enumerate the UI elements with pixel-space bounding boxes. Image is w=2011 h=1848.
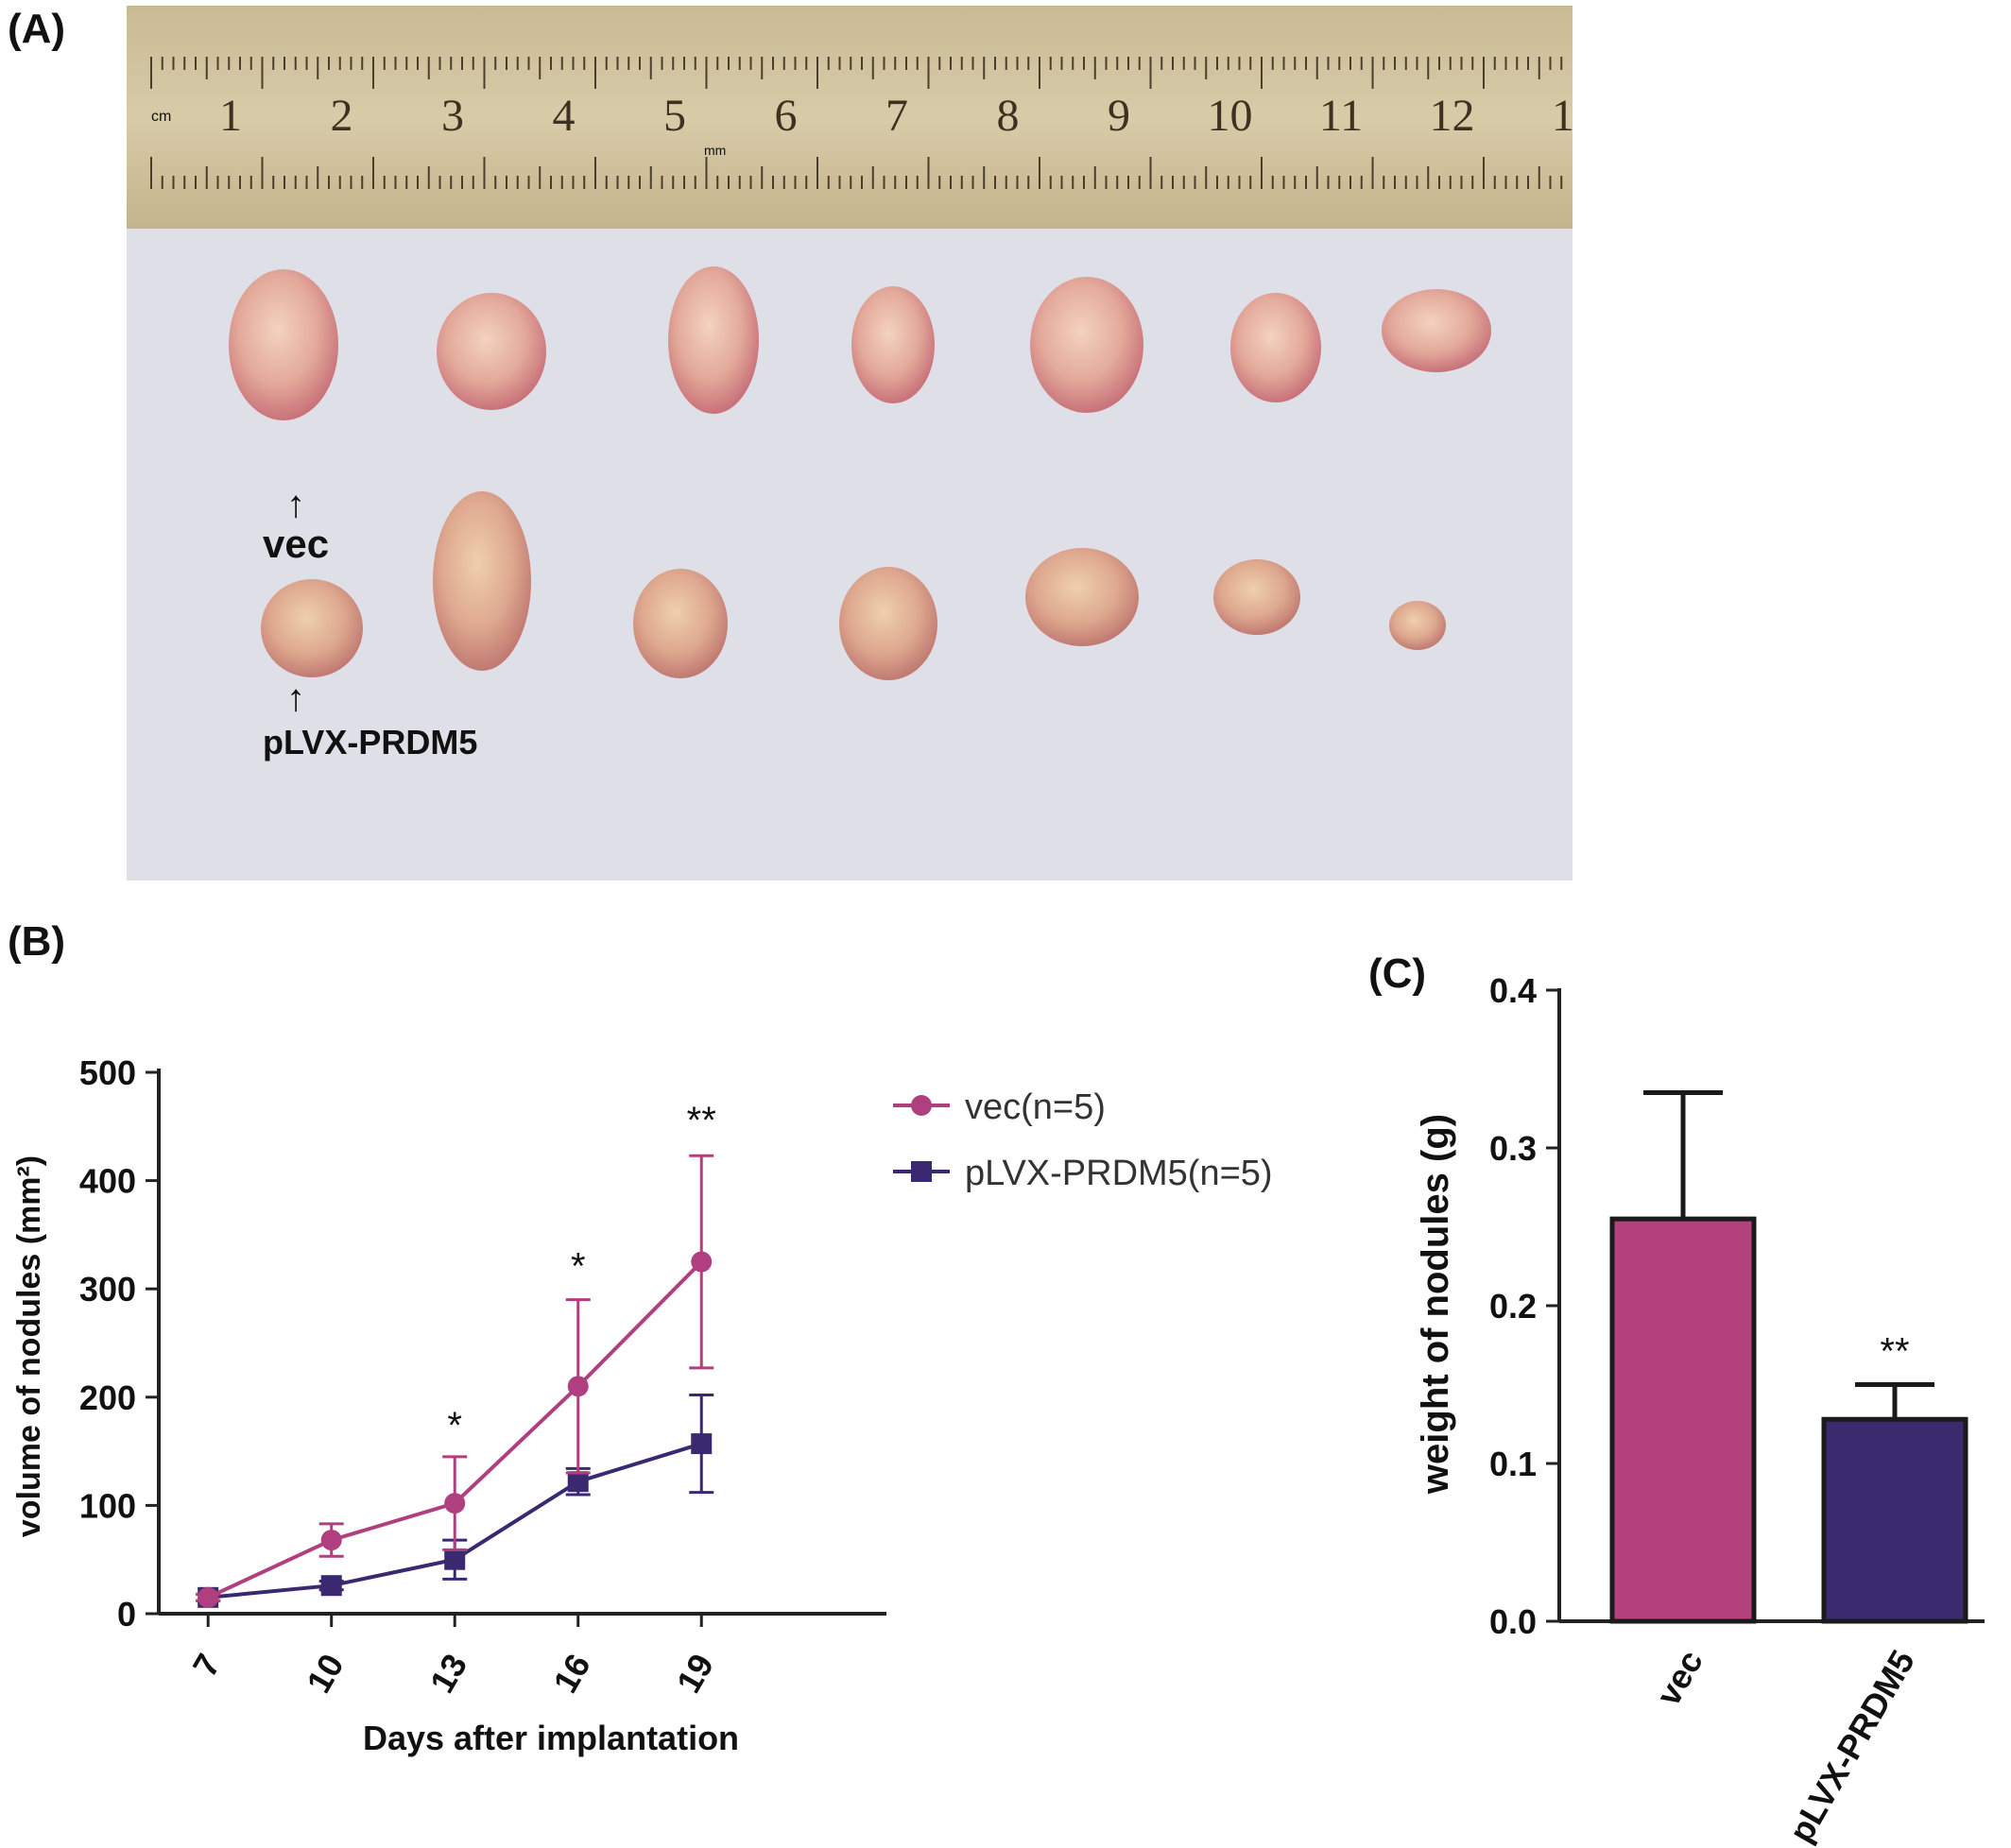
ruler-number: 6 <box>775 91 798 141</box>
tumor-vec <box>437 293 546 410</box>
tumor-photo: 1 2 3 4 5 6 7 8 9 10 11 12 1 cm mm ↑ vec ↑ pLVX-PRDM… <box>127 6 1574 881</box>
y-tick-label-c: 0.1 <box>1489 1445 1537 1483</box>
x-tick-label-b: 7 <box>185 1648 229 1684</box>
y-tick-label-b: 200 <box>79 1378 136 1417</box>
y-tick-label-b: 400 <box>79 1162 136 1201</box>
x-tick-label-b: 16 <box>545 1648 598 1700</box>
tumor-vec <box>229 269 338 420</box>
label-vec: vec <box>263 522 329 566</box>
bar-prdm5 <box>1821 1416 1968 1624</box>
data-point-prdm5 <box>691 1433 713 1455</box>
y-tick-label-b: 500 <box>79 1053 136 1092</box>
arrow-prdm5: ↑ <box>286 677 305 719</box>
tumor-prdm5 <box>1213 559 1300 635</box>
ruler-number: 10 <box>1208 91 1253 141</box>
x-tick-label-b: 19 <box>669 1648 722 1700</box>
ruler-number: 1 <box>219 91 242 141</box>
y-tick-label-b: 100 <box>79 1486 136 1525</box>
y-tick-label-c: 0.0 <box>1489 1602 1537 1641</box>
tumor-prdm5 <box>633 569 728 678</box>
tumor-vec <box>1382 289 1491 372</box>
ruler-number: 9 <box>1108 91 1130 141</box>
ruler-number: 11 <box>1319 91 1363 141</box>
tumor-prdm5 <box>1025 548 1139 646</box>
ruler-number: 4 <box>553 91 576 141</box>
y-axis-title-c: weight of nodules (g) <box>1415 1114 1456 1495</box>
arrow-vec: ↑ <box>286 484 305 525</box>
ruler <box>127 6 1573 229</box>
ruler-number: 12 <box>1430 91 1475 141</box>
ruler-number: 2 <box>331 91 353 141</box>
tumor-prdm5 <box>433 491 531 671</box>
x-axis-title-b: Days after implantation <box>363 1719 739 1757</box>
ruler-unit-cm: cm <box>151 109 171 125</box>
panel-label-c: (C) <box>1368 950 1427 997</box>
tumor-prdm5 <box>1389 601 1446 650</box>
bar-vec <box>1609 1216 1757 1624</box>
y-tick-label-c: 0.3 <box>1489 1129 1537 1168</box>
ruler-labels: 1 2 3 4 5 6 7 8 9 10 11 12 1 <box>219 91 1574 141</box>
data-point-vec <box>567 1376 589 1397</box>
ruler-ticks <box>150 57 1563 189</box>
tumor-vec <box>668 266 759 414</box>
ruler-number: 1 <box>1552 91 1574 141</box>
tumor-prdm5 <box>839 567 937 680</box>
tumor-samples <box>229 266 1491 680</box>
x-tick-label-b: 10 <box>299 1648 352 1700</box>
tumor-vec <box>851 286 935 403</box>
data-point-vec <box>320 1530 342 1551</box>
label-prdm5: pLVX-PRDM5 <box>263 723 477 761</box>
x-tick-label-c: vec <box>1648 1644 1710 1713</box>
legend-marker-vec <box>911 1095 932 1116</box>
data-point-prdm5 <box>567 1471 589 1493</box>
y-tick-label-c: 0.4 <box>1489 971 1537 1010</box>
significance-mark-c: ** <box>1880 1331 1909 1373</box>
y-axis-title-b: volume of nodules (mm²) <box>11 1155 47 1537</box>
legend-label: pLVX-PRDM5(n=5) <box>965 1154 1273 1193</box>
legend-marker-prdm5 <box>911 1161 932 1182</box>
tumor-prdm5 <box>261 579 363 677</box>
ruler-number: 8 <box>997 91 1020 141</box>
x-tick-label-b: 13 <box>422 1648 475 1700</box>
significance-mark-b: ** <box>687 1100 716 1141</box>
ruler-number: 7 <box>885 91 908 141</box>
y-tick-label-b: 0 <box>117 1595 136 1634</box>
data-point-vec <box>198 1586 219 1608</box>
photo-background <box>127 229 1573 881</box>
tumor-vec <box>1030 277 1143 413</box>
panel-label-a: (A) <box>8 6 66 52</box>
data-point-vec <box>444 1493 466 1514</box>
data-point-prdm5 <box>444 1549 466 1570</box>
y-tick-label-c: 0.2 <box>1489 1287 1537 1326</box>
significance-mark-b: * <box>447 1405 462 1446</box>
data-point-vec <box>691 1251 713 1273</box>
data-point-prdm5 <box>320 1575 342 1597</box>
ruler-unit-mm: mm <box>704 143 726 158</box>
significance-mark-b: * <box>571 1246 586 1288</box>
tumor-vec <box>1230 293 1321 402</box>
panel-label-b: (B) <box>8 918 66 965</box>
x-tick-label-c: pLVX-PRDM5 <box>1781 1644 1922 1848</box>
ruler-number: 3 <box>441 91 464 141</box>
ruler-number: 5 <box>663 91 686 141</box>
legend-label: vec(n=5) <box>965 1087 1106 1127</box>
y-tick-label-b: 300 <box>79 1270 136 1309</box>
weight-bar-chart: 0.0 0.1 0.2 0.3 0.4 vec pLVX-PRDM5 ** <box>1489 971 1985 1848</box>
